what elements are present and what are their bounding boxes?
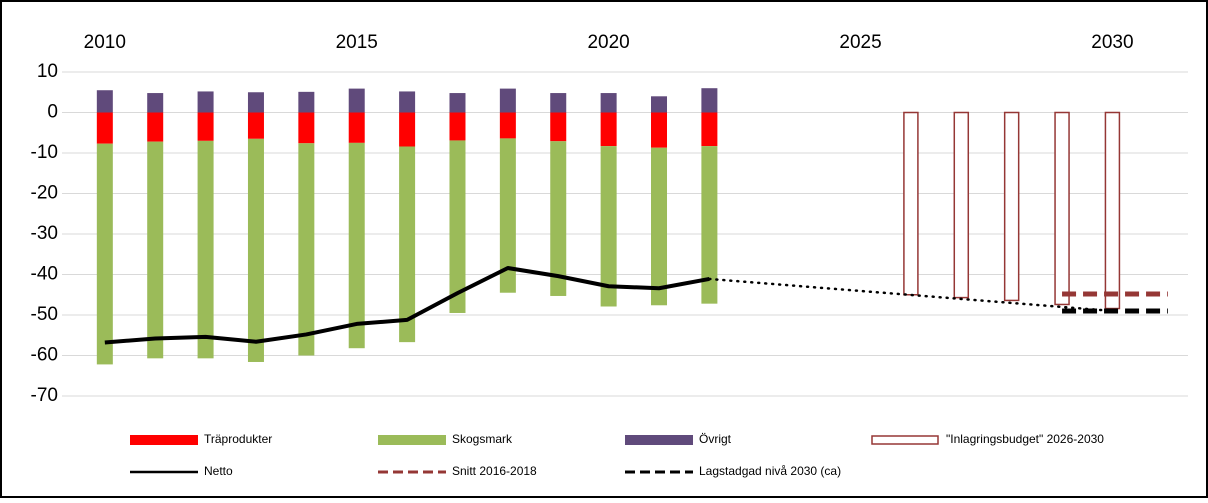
legend-label: Netto (204, 464, 233, 478)
y-tick-label: -60 (31, 345, 58, 366)
bar (399, 91, 416, 113)
bar (701, 146, 718, 304)
bar (247, 138, 264, 362)
legend-swatch (871, 435, 939, 445)
x-tick-label: 2030 (1091, 32, 1133, 53)
bar (247, 92, 264, 113)
line (104, 266, 710, 345)
y-tick-label: -10 (31, 142, 58, 163)
bar (651, 147, 668, 306)
bar (550, 93, 567, 113)
legend-label: Träprodukter (204, 432, 272, 446)
bar (651, 112, 668, 148)
bar (499, 88, 516, 113)
y-tick-label: 0 (47, 102, 58, 123)
y-tick-label: -40 (31, 264, 58, 285)
bar (399, 112, 416, 147)
bar (499, 138, 516, 293)
bar (247, 112, 264, 139)
bar (96, 143, 113, 365)
bar (651, 96, 668, 113)
outline-bar (1104, 111, 1121, 310)
legend-swatch (625, 435, 693, 445)
legend-swatch (130, 435, 198, 445)
bar (701, 88, 718, 113)
y-tick-label: -50 (31, 304, 58, 325)
outline-bar (1054, 111, 1070, 306)
bar (197, 140, 214, 359)
outline-bar (953, 111, 970, 299)
bar (701, 112, 718, 147)
bar (550, 112, 567, 142)
bar (600, 146, 617, 307)
outline-bar (903, 111, 919, 296)
line (708, 277, 1114, 313)
legend-label: Lagstadgad nivå 2030 (ca) (699, 464, 841, 478)
bar (348, 88, 365, 113)
bar (298, 143, 315, 356)
bar (449, 93, 466, 113)
legend-label: Snitt 2016-2018 (452, 464, 537, 478)
bar (147, 141, 164, 359)
bar (197, 91, 214, 113)
bar (449, 112, 466, 141)
y-tick-label: -70 (31, 385, 58, 406)
bar (298, 112, 315, 144)
bar (348, 112, 365, 143)
bar (348, 142, 365, 349)
legend-label: "Inlagringsbudget" 2026-2030 (946, 432, 1104, 446)
bar (550, 141, 567, 296)
outline-bar (1003, 111, 1020, 302)
bar (600, 93, 617, 113)
y-tick-label: -30 (31, 223, 58, 244)
y-tick-label: -20 (31, 183, 58, 204)
x-tick-label: 2020 (587, 32, 629, 53)
bar (197, 112, 214, 141)
y-tick-label: 10 (37, 61, 58, 82)
bar (96, 90, 113, 113)
bar (399, 146, 416, 343)
legend-label: Övrigt (699, 432, 732, 446)
bar (147, 112, 164, 142)
bar (449, 140, 466, 313)
x-tick-label: 2025 (839, 32, 881, 53)
x-tick-label: 2015 (336, 32, 378, 53)
bar (499, 112, 516, 139)
bar (298, 91, 315, 113)
x-tick-label: 2010 (84, 32, 126, 53)
bar (96, 112, 113, 144)
legend-label: Skogsmark (452, 432, 513, 446)
bar (600, 112, 617, 147)
bar (147, 93, 164, 113)
legend-swatch (378, 435, 446, 445)
